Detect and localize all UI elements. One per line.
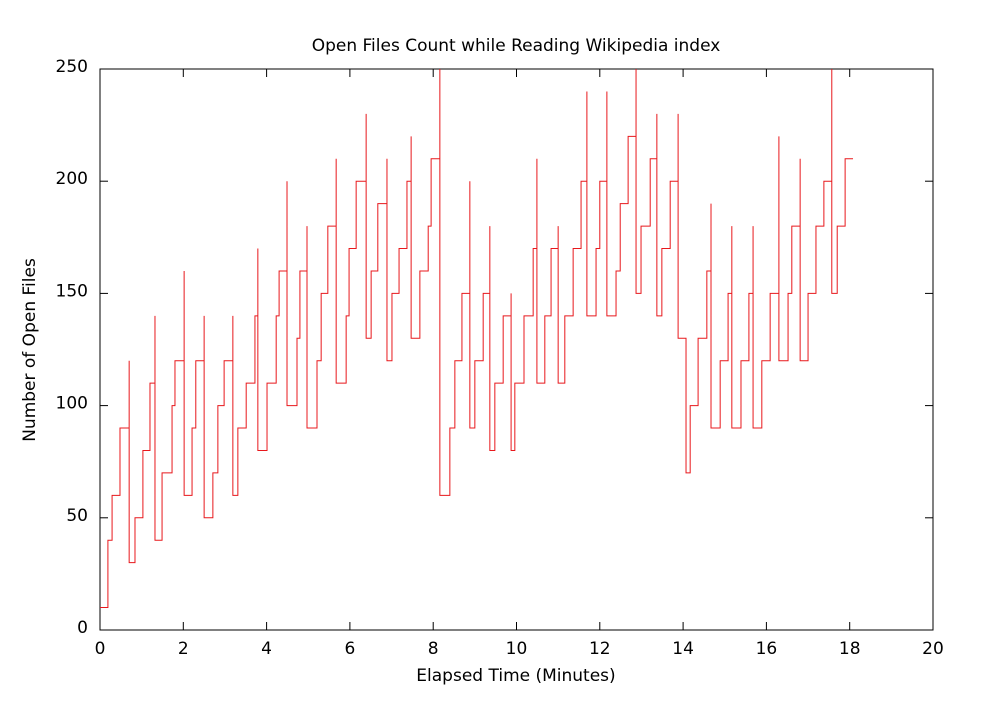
x-tick-label: 6 — [344, 639, 355, 659]
chart-title: Open Files Count while Reading Wikipedia… — [312, 36, 721, 56]
y-tick-label: 250 — [56, 57, 88, 77]
y-tick-label: 150 — [56, 281, 88, 301]
x-tick-label: 12 — [589, 639, 611, 659]
x-axis-label: Elapsed Time (Minutes) — [416, 666, 615, 686]
x-tick-label: 2 — [178, 639, 189, 659]
y-tick-label: 50 — [66, 506, 88, 526]
y-tick-label: 200 — [56, 169, 88, 189]
y-axis-label: Number of Open Files — [20, 258, 40, 442]
x-tick-label: 16 — [756, 639, 778, 659]
x-tick-label: 10 — [506, 639, 528, 659]
data-line — [100, 69, 854, 609]
y-tick-label: 100 — [56, 394, 88, 414]
x-tick-label: 4 — [261, 639, 272, 659]
x-tick-label: 20 — [922, 639, 944, 659]
x-tick-label: 14 — [672, 639, 694, 659]
x-tick-label: 0 — [95, 639, 106, 659]
y-tick-label: 0 — [77, 618, 88, 638]
x-tick-label: 18 — [839, 639, 861, 659]
x-tick-label: 8 — [428, 639, 439, 659]
